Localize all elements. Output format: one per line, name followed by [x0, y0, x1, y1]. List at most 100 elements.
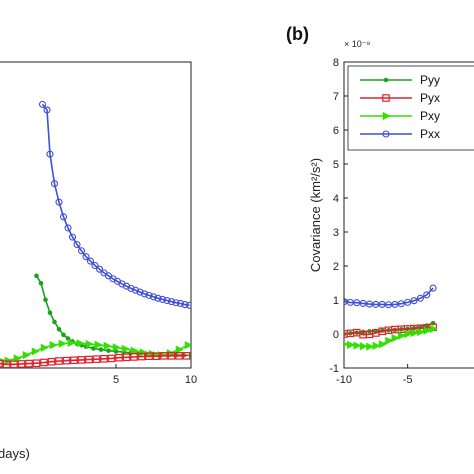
pxy-point: [31, 347, 40, 356]
pyx-point: [40, 358, 48, 367]
pxy-point: [429, 324, 438, 333]
pxy-point: [353, 341, 362, 350]
pxx-point: [382, 130, 390, 138]
pyx-point: [2, 360, 11, 368]
pxx-point: [46, 150, 54, 158]
pxy-point: [94, 340, 103, 349]
pxy-point: [175, 345, 184, 354]
x-tick-label: 5: [113, 374, 119, 386]
pxx-point: [77, 247, 86, 255]
pyx-point: [92, 355, 101, 363]
pxx-point: [423, 291, 431, 299]
pyy-point: [106, 348, 111, 353]
pyy-point: [61, 332, 66, 338]
pyx-point: [70, 356, 78, 365]
panel-a: 5 10 days): [0, 61, 197, 461]
pyx-point: [77, 356, 86, 364]
panel-b-exponent: × 10⁻⁹: [344, 39, 371, 49]
pyy-point: [98, 347, 104, 352]
pxy-point: [417, 327, 426, 337]
panel-a-series: [0, 100, 191, 368]
pxy-point: [391, 333, 400, 343]
x-tick-label: -10: [336, 374, 352, 386]
series-pxx: [344, 284, 437, 309]
legend-label: Pxy: [420, 109, 440, 123]
pyx-line: [344, 326, 434, 336]
pxy-point: [139, 348, 148, 357]
pyx-point: [17, 360, 26, 368]
panel-b-series: [344, 284, 438, 351]
legend-box: [347, 65, 474, 151]
legend-item-pyx: Pyx: [360, 91, 440, 105]
pxx-line: [344, 287, 434, 306]
pxx-point: [181, 301, 189, 309]
pxy-point: [366, 342, 375, 351]
legend-item-pxy: Pxy: [360, 109, 440, 123]
y-tick-label: 2: [333, 261, 339, 273]
y-tick-label: 5: [333, 159, 339, 171]
pxy-point: [58, 339, 67, 348]
panel-b-plot-frame: [343, 61, 474, 369]
pxx-point: [163, 296, 171, 305]
pxy-point: [85, 339, 94, 349]
pxy-point: [378, 340, 387, 349]
pxx-point: [82, 253, 90, 261]
pxx-point: [59, 213, 68, 221]
pxx-point: [149, 293, 158, 301]
pyx-point: [122, 353, 131, 362]
pxx-point: [429, 284, 437, 292]
pxx-point: [145, 291, 153, 299]
panel-b-x-ticks: -10 -5: [336, 364, 413, 386]
pyx-point: [55, 357, 63, 365]
pxx-line: [41, 103, 190, 307]
y-tick-label: 6: [333, 125, 339, 137]
pxx-point: [158, 295, 167, 303]
pyx-point: [115, 353, 123, 362]
pxx-point: [176, 299, 185, 308]
panel-a-x-axis-label: days): [0, 446, 30, 461]
pyx-point: [107, 354, 116, 363]
pxy-point: [184, 341, 191, 350]
panel-a-plot-frame: [0, 61, 192, 369]
panel-b-y-ticks: -1 0 1 2 3 4 5 6 7 8: [329, 57, 348, 375]
pxy-point: [344, 341, 349, 347]
x-tick-label: 10: [185, 374, 197, 386]
pxx-point: [154, 294, 162, 302]
pxy-point: [112, 343, 121, 352]
series-pxy: [344, 324, 438, 351]
pyx-point: [152, 352, 161, 361]
pyx-point: [25, 359, 33, 368]
pxy-point: [22, 351, 31, 360]
legend-label: Pyy: [420, 73, 440, 87]
pyy-point: [34, 273, 39, 279]
legend-label: Pxx: [420, 127, 440, 141]
pyx-point: [0, 359, 3, 368]
pxx-point: [131, 286, 140, 294]
pxy-point: [382, 111, 391, 121]
pyx-point: [100, 354, 108, 363]
pxy-point: [103, 341, 112, 350]
pyx-point: [130, 353, 138, 361]
pxx-point: [127, 284, 135, 292]
panel-b-legend: Pyy Pyx Pxy Pxx: [347, 65, 474, 151]
pxy-point: [121, 344, 130, 353]
y-tick-label: -1: [329, 363, 339, 375]
y-tick-label: 7: [333, 91, 339, 103]
legend-label: Pyx: [420, 91, 440, 105]
pxx-point: [167, 298, 176, 306]
pxx-point: [50, 180, 59, 188]
pxy-point: [40, 343, 49, 352]
pyy-point: [38, 280, 44, 286]
pyx-point: [145, 352, 153, 361]
pxy-line: [0, 342, 189, 362]
pyx-point: [47, 357, 56, 366]
pxy-point: [385, 336, 394, 345]
series-pxx: [38, 100, 191, 309]
pyx-point: [175, 352, 183, 360]
pxx-point: [73, 240, 81, 249]
pxy-point: [13, 354, 22, 363]
pyx-point: [10, 360, 18, 368]
pxy-point: [67, 338, 76, 348]
pyy-point: [43, 297, 48, 303]
